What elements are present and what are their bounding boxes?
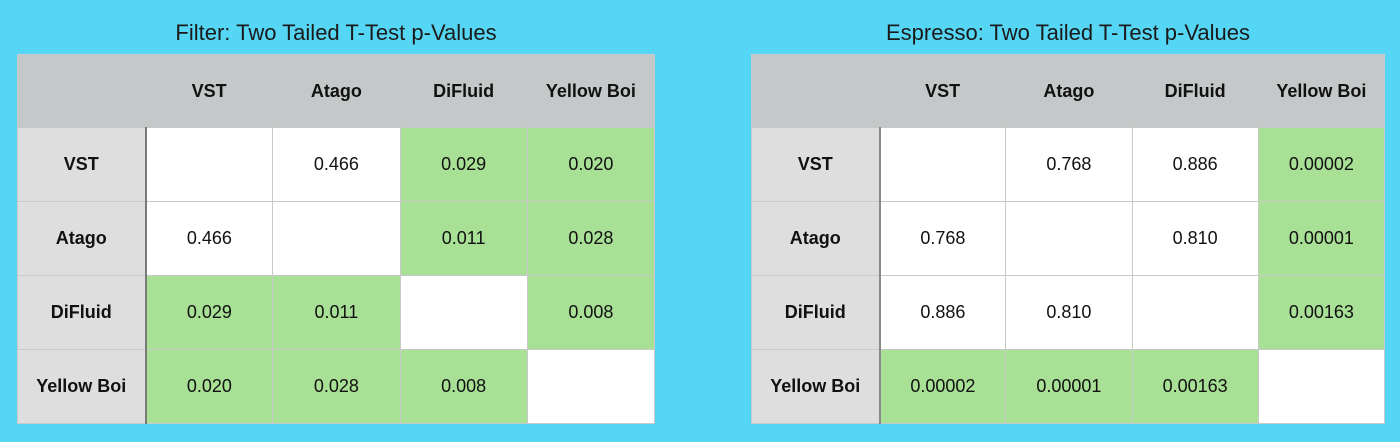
pvalue-cell: 0.011 [399,201,528,276]
column-header: Atago [272,54,401,128]
table-row: VST 0.466 0.029 0.020 [17,127,656,202]
pvalue-cell: 0.008 [526,275,656,350]
column-header: Yellow Boi [1257,54,1386,128]
pvalue-cell: 0.768 [1005,127,1133,202]
column-header: Atago [1005,54,1133,128]
pvalue-cell: 0.00002 [1257,127,1386,202]
pvalue-cell [1005,201,1133,276]
pvalue-cell: 0.00001 [1257,201,1386,276]
pvalue-cell: 0.466 [272,127,401,202]
pvalue-cell [144,127,274,202]
column-header: VST [878,54,1007,128]
pvalue-cell: 0.028 [272,349,401,424]
pvalue-cell: 0.768 [878,201,1007,276]
table-row: Yellow Boi 0.00002 0.00001 0.00163 [751,349,1386,424]
corner-cell [751,54,880,128]
pvalue-cell: 0.466 [144,201,274,276]
pvalue-cell [399,275,528,350]
espresso-table-title: Espresso: Two Tailed T-Test p-Values [886,20,1250,45]
espresso-pvalue-table: VST Atago DiFluid Yellow Boi VST 0.768 0… [751,54,1386,424]
pvalue-cell: 0.028 [526,201,656,276]
pvalue-cell: 0.810 [1005,275,1133,350]
table-header-row: VST Atago DiFluid Yellow Boi [17,54,656,128]
row-header: VST [17,127,147,202]
row-header: VST [751,127,881,202]
row-header: Yellow Boi [17,349,147,424]
table-row: DiFluid 0.029 0.011 0.008 [17,275,656,350]
column-header: DiFluid [1131,54,1259,128]
table-row: DiFluid 0.886 0.810 0.00163 [751,275,1386,350]
pvalue-cell: 0.00001 [1005,349,1133,424]
table-header-row: VST Atago DiFluid Yellow Boi [751,54,1386,128]
pvalue-cell [272,201,401,276]
pvalue-cell: 0.00002 [878,349,1007,424]
pvalue-cell [878,127,1007,202]
pvalue-cell: 0.029 [399,127,528,202]
table-row: Atago 0.466 0.011 0.028 [17,201,656,276]
pvalue-cell: 0.00163 [1131,349,1259,424]
row-header: DiFluid [751,275,881,350]
pvalue-cell: 0.020 [526,127,656,202]
table-row: Yellow Boi 0.020 0.028 0.008 [17,349,656,424]
pvalue-cell [1131,275,1259,350]
row-header: Yellow Boi [751,349,881,424]
column-header: DiFluid [399,54,528,128]
table-row: Atago 0.768 0.810 0.00001 [751,201,1386,276]
pvalue-cell: 0.008 [399,349,528,424]
column-header: Yellow Boi [526,54,656,128]
corner-cell [17,54,146,128]
pvalue-cell [1257,349,1386,424]
pvalue-cell: 0.00163 [1257,275,1386,350]
filter-table-title: Filter: Two Tailed T-Test p-Values [175,20,497,45]
filter-panel: Filter: Two Tailed T-Test p-Values VST A… [17,18,656,424]
pvalue-cell: 0.886 [1131,127,1259,202]
pvalue-cell [526,349,656,424]
pvalue-cell: 0.886 [878,275,1007,350]
pvalue-cell: 0.029 [144,275,274,350]
row-header: Atago [751,201,881,276]
pvalue-cell: 0.810 [1131,201,1259,276]
row-header: DiFluid [17,275,147,350]
filter-pvalue-table: VST Atago DiFluid Yellow Boi VST 0.466 0… [17,54,656,424]
pvalue-cell: 0.020 [144,349,274,424]
pvalue-cell: 0.011 [272,275,401,350]
row-header: Atago [17,201,147,276]
column-header: VST [144,54,274,128]
espresso-panel: Espresso: Two Tailed T-Test p-Values VST… [751,18,1386,424]
table-row: VST 0.768 0.886 0.00002 [751,127,1386,202]
